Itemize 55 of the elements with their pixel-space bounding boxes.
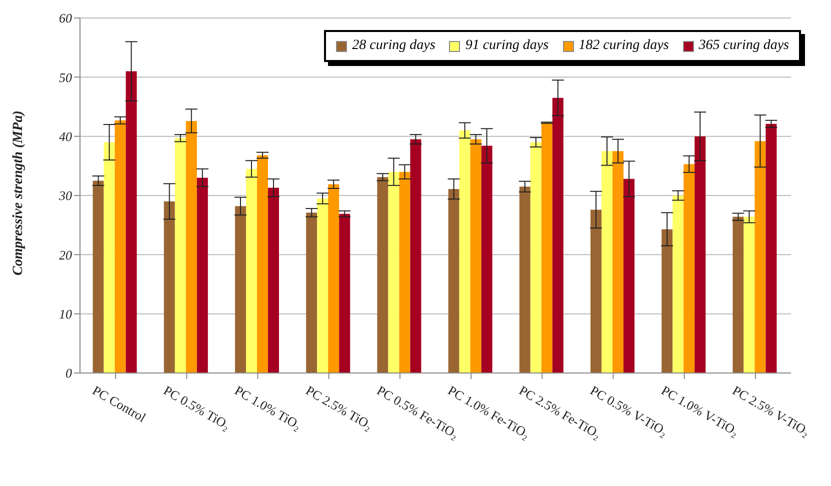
bar (519, 186, 530, 373)
bar (602, 151, 612, 373)
x-tick-label: PC 0.5% TiO₂ (161, 382, 233, 433)
bar (399, 172, 410, 373)
y-tick-label: 40 (59, 128, 72, 144)
bar (126, 71, 137, 373)
bar (541, 122, 552, 373)
bar (377, 177, 388, 373)
y-tick-label: 60 (59, 10, 72, 26)
bar (328, 184, 340, 373)
bar (732, 216, 744, 373)
legend-label: 182 curing days (578, 38, 669, 54)
bar (196, 178, 208, 373)
bar (246, 168, 257, 373)
bar (174, 138, 186, 373)
x-tick-label: PC 1.0% TiO₂ (232, 382, 304, 433)
bar (92, 180, 104, 373)
bar (164, 201, 175, 373)
bar (268, 188, 279, 373)
bar (317, 198, 328, 373)
bar (114, 120, 126, 373)
legend-label: 91 curing days (464, 38, 549, 54)
bar (481, 146, 492, 373)
bar (590, 210, 602, 373)
bar (470, 139, 482, 373)
bar (612, 151, 624, 373)
bar (410, 139, 422, 373)
y-tick-label: 20 (59, 247, 72, 262)
bar (388, 172, 400, 373)
bar (694, 136, 706, 373)
legend-label: 28 curing days (351, 38, 436, 54)
bar (754, 141, 766, 373)
bar (662, 229, 673, 373)
bar (235, 206, 246, 373)
y-tick-label: 10 (59, 306, 72, 322)
y-tick-label: 0 (66, 366, 72, 381)
bar (624, 178, 634, 373)
bar (448, 188, 460, 373)
y-tick-label: 50 (59, 70, 72, 85)
bar (766, 124, 777, 373)
bar (104, 142, 115, 373)
bar (339, 214, 350, 373)
bar (744, 216, 755, 373)
x-tick-label: PC 2.5% TiO₂ (303, 382, 376, 433)
bar (684, 164, 695, 373)
bar (186, 120, 197, 373)
y-tick-label: 30 (58, 188, 72, 204)
bar (306, 212, 318, 373)
bar (530, 142, 542, 373)
bar (552, 98, 564, 373)
bar (257, 155, 268, 373)
bar (672, 196, 684, 373)
legend-label: 365 curing days (698, 38, 789, 54)
y-axis-title: Compressive strength (MPa) (10, 110, 26, 276)
bar (459, 130, 470, 373)
